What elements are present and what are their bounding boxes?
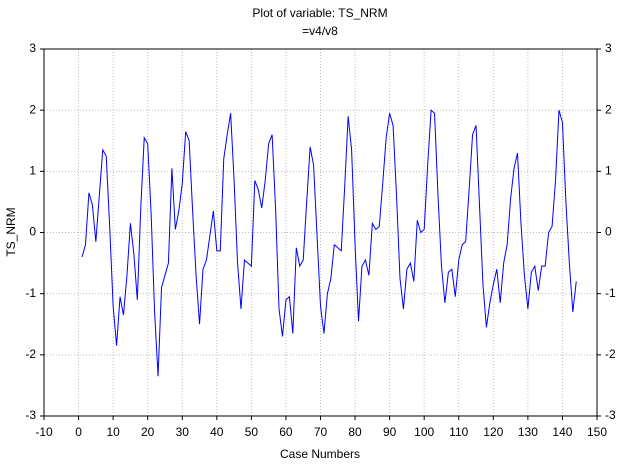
y2-tick-label: -2 <box>605 347 616 361</box>
x-tick-label: 100 <box>414 425 434 439</box>
x-tick-label: 10 <box>106 425 120 439</box>
x-tick-label: 130 <box>518 425 538 439</box>
x-tick-label: 50 <box>245 425 259 439</box>
y-tick-label: 0 <box>29 225 36 239</box>
x-tick-label: 60 <box>279 425 293 439</box>
y2-tick-label: -3 <box>605 408 616 422</box>
y-tick-label: 2 <box>29 102 36 116</box>
x-axis-label: Case Numbers <box>280 447 360 461</box>
y-tick-label: -1 <box>25 286 36 300</box>
data-line <box>81 109 577 377</box>
y2-tick-label: 3 <box>605 41 612 55</box>
x-tick-label: 140 <box>552 425 572 439</box>
x-tick-label: 30 <box>176 425 190 439</box>
plot-frame <box>43 48 598 417</box>
y-tick-label: -2 <box>25 347 36 361</box>
chart-title: Plot of variable: TS_NRM <box>252 6 387 20</box>
y2-tick-label: 0 <box>605 225 612 239</box>
x-tick-label: 150 <box>587 425 607 439</box>
x-tick-label: 0 <box>75 425 82 439</box>
x-tick-label: 90 <box>383 425 397 439</box>
x-tick-label: 80 <box>348 425 362 439</box>
y2-tick-label: 1 <box>605 164 612 178</box>
y-tick-label: 1 <box>29 164 36 178</box>
chart-subtitle: =v4/v8 <box>302 24 338 38</box>
x-tick-label: 20 <box>141 425 155 439</box>
x-tick-label: 120 <box>483 425 503 439</box>
y-axis-label: TS_NRM <box>4 207 18 256</box>
x-tick-label: -10 <box>35 425 53 439</box>
y-tick-label: 3 <box>29 41 36 55</box>
x-tick-label: 70 <box>314 425 328 439</box>
y2-tick-label: 2 <box>605 102 612 116</box>
y2-tick-label: -1 <box>605 286 616 300</box>
x-tick-label: 40 <box>210 425 224 439</box>
x-tick-label: 110 <box>449 425 468 439</box>
y-tick-label: -3 <box>25 408 36 422</box>
